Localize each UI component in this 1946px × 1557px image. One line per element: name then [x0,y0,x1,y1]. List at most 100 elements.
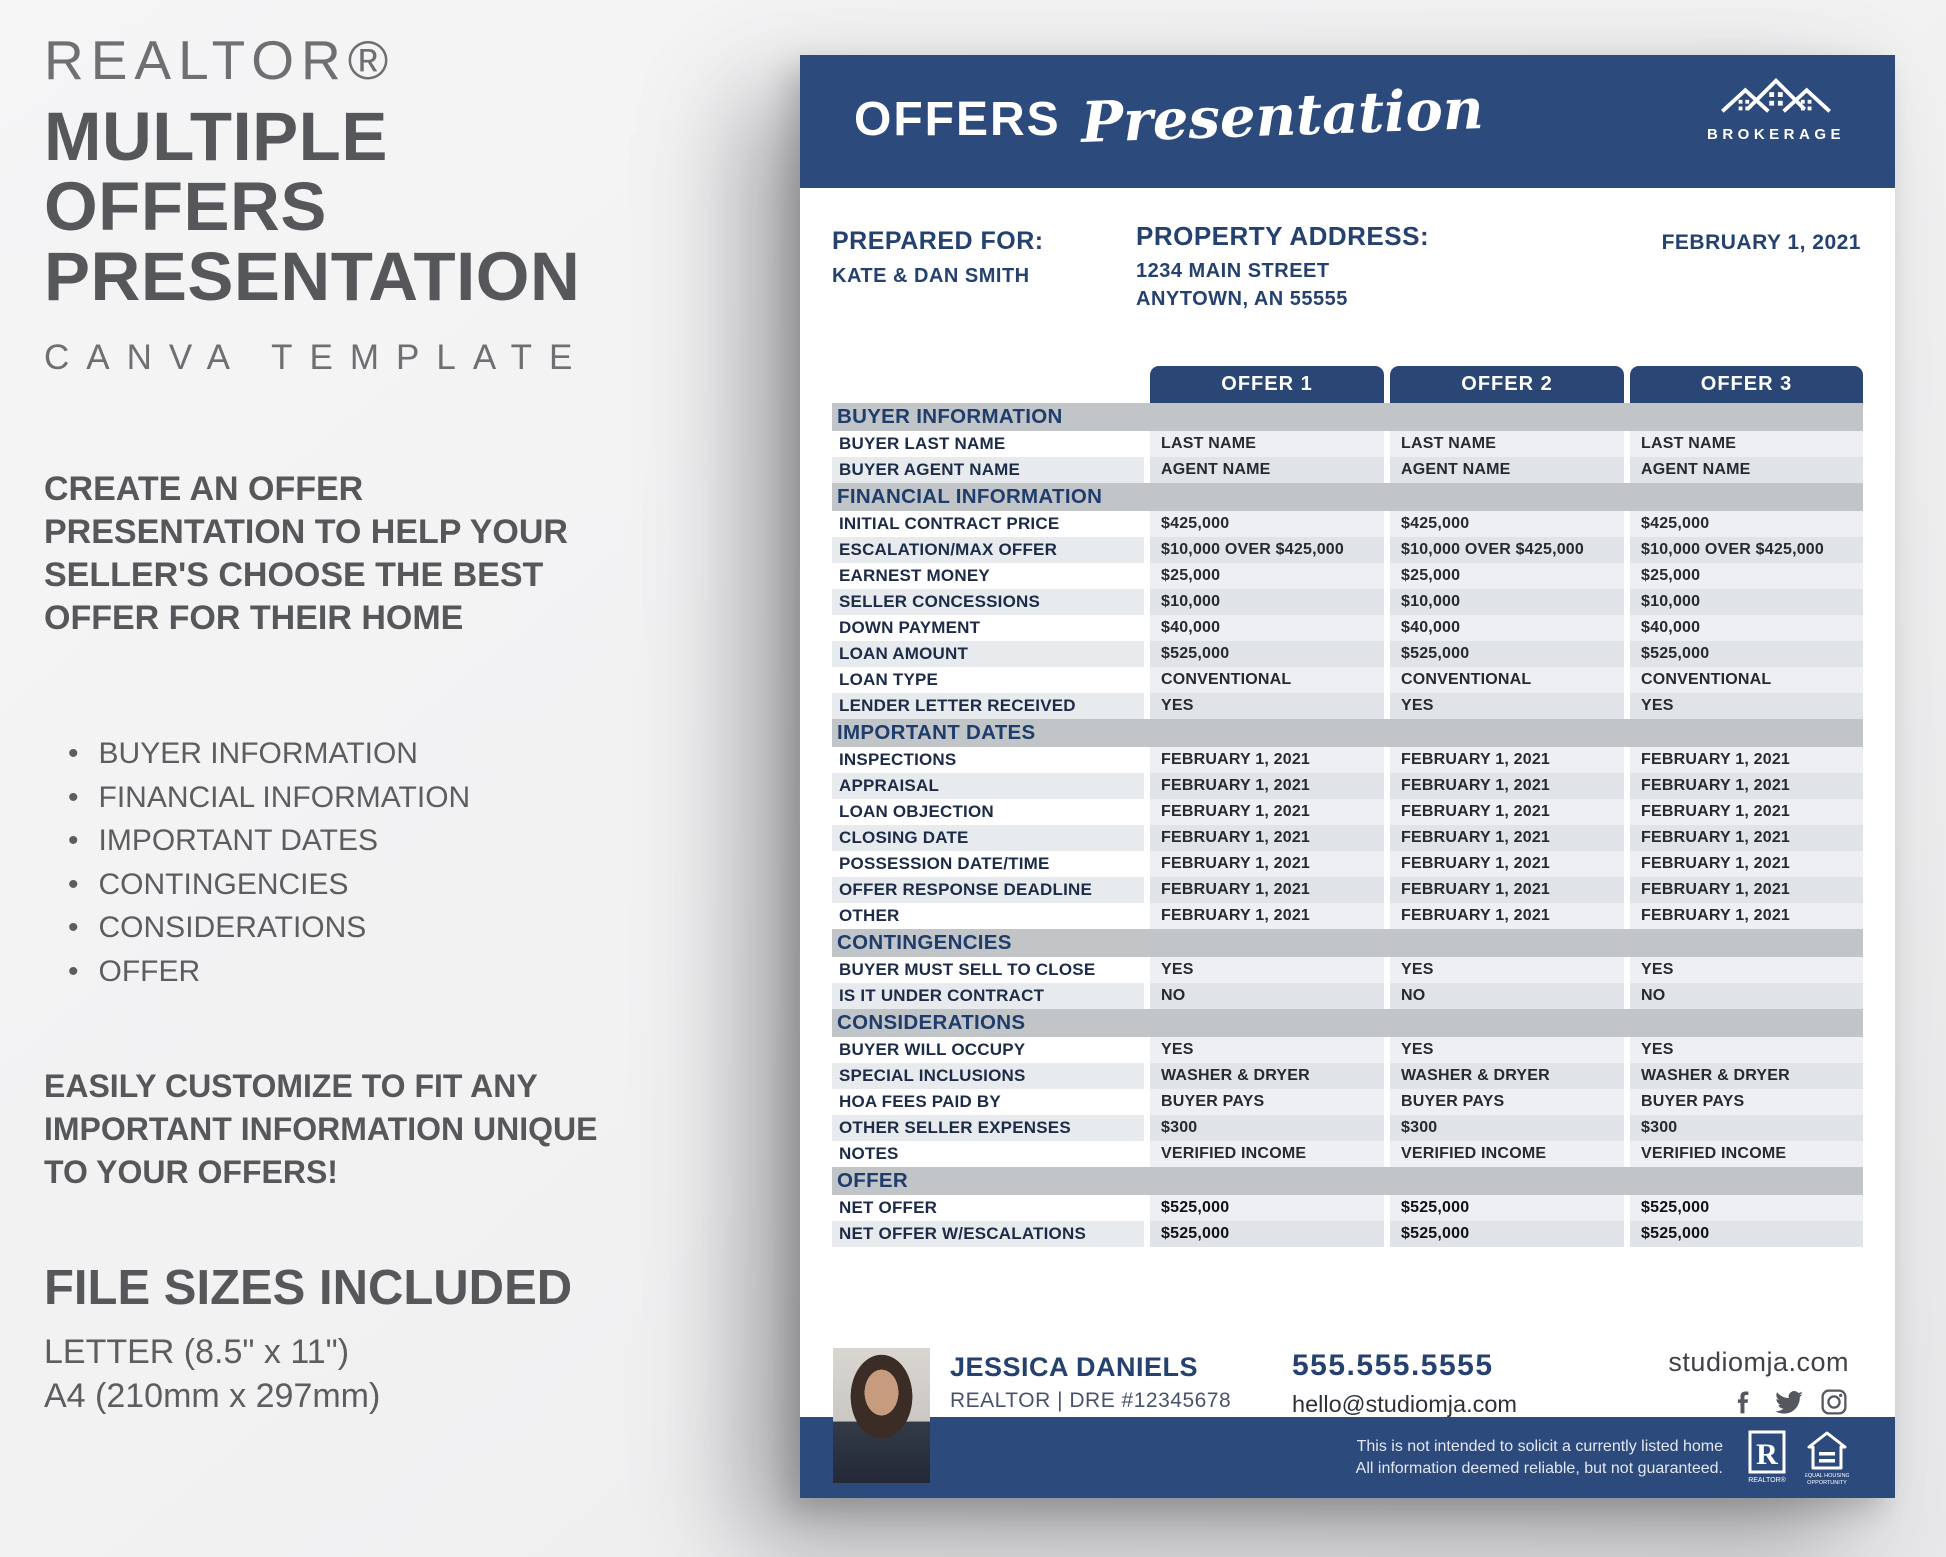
row-value: $300 [1390,1115,1624,1141]
row-value: $25,000 [1150,563,1384,589]
svg-text:EQUAL HOUSING: EQUAL HOUSING [1805,1473,1849,1479]
row-label: SPECIAL INCLUSIONS [832,1063,1144,1089]
customize-note-line: IMPORTANT INFORMATION UNIQUE [44,1111,598,1147]
offer-column-header: OFFER 3 [1630,366,1863,403]
row-value: YES [1390,957,1624,983]
row-value: $25,000 [1390,563,1624,589]
row-value: $525,000 [1150,641,1384,667]
social-icons-row [1729,1387,1849,1417]
row-value: FEBRUARY 1, 2021 [1390,747,1624,773]
row-value: YES [1390,693,1624,719]
description-line: SELLER'S CHOOSE THE BEST [44,556,544,594]
facebook-icon [1729,1387,1759,1417]
row-value: YES [1150,693,1384,719]
offer-tabs-row: OFFER 1 OFFER 2 OFFER 3 [832,366,1863,403]
row-value: FEBRUARY 1, 2021 [1390,825,1624,851]
row-value: $525,000 [1630,1221,1863,1247]
row-label: BUYER WILL OCCUPY [832,1037,1144,1063]
row-value: VERIFIED INCOME [1150,1141,1384,1167]
row-label: APPRAISAL [832,773,1144,799]
row-value: FEBRUARY 1, 2021 [1390,903,1624,929]
row-label: NOTES [832,1141,1144,1167]
table-row: NET OFFER $525,000 $525,000 $525,000 [832,1195,1863,1221]
table-section-header: FINANCIAL INFORMATION [832,483,1863,511]
row-label: IS IT UNDER CONTRACT [832,983,1144,1009]
row-value: FEBRUARY 1, 2021 [1630,877,1863,903]
feature-bullet-item: CONTINGENCIES [44,863,684,907]
customize-note: EASILY CUSTOMIZE TO FIT ANY IMPORTANT INF… [44,1065,684,1194]
row-label: BUYER LAST NAME [832,431,1144,457]
customize-note-line: TO YOUR OFFERS! [44,1154,338,1190]
table-row: BUYER AGENT NAME AGENT NAME AGENT NAME AGEN… [832,457,1863,483]
main-title-line: MULTIPLE [44,98,388,175]
row-label: LOAN TYPE [832,667,1144,693]
prepared-for-label: PREPARED FOR: [832,227,1044,255]
feature-bullet-item: BUYER INFORMATION [44,732,684,776]
row-label: OFFER RESPONSE DEADLINE [832,877,1144,903]
document-page: OFFERS Presentation BROKERAGE [800,55,1895,1498]
row-value: FEBRUARY 1, 2021 [1150,851,1384,877]
table-row: NOTES VERIFIED INCOME VERIFIED INCOME VERIF… [832,1141,1863,1167]
footer-disclaimer-band: This is not intended to solicit a curren… [800,1417,1895,1498]
row-value: YES [1630,957,1863,983]
row-value: AGENT NAME [1150,457,1384,483]
feature-bullet-list: BUYER INFORMATIONFINANCIAL INFORMATIONIM… [44,732,684,993]
row-value: $425,000 [1630,511,1863,537]
offer-column-header: OFFER 2 [1390,366,1624,403]
row-value: YES [1390,1037,1624,1063]
row-value: NO [1390,983,1624,1009]
row-value: CONVENTIONAL [1150,667,1384,693]
row-label: DOWN PAYMENT [832,615,1144,641]
table-row: NET OFFER W/ESCALATIONS $525,000 $525,000 $… [832,1221,1863,1247]
row-label: NET OFFER W/ESCALATIONS [832,1221,1144,1247]
row-label: POSSESSION DATE/TIME [832,851,1144,877]
instagram-icon [1819,1387,1849,1417]
row-value: $300 [1150,1115,1384,1141]
row-label: EARNEST MONEY [832,563,1144,589]
table-row: OFFER RESPONSE DEADLINE FEBRUARY 1, 2021 F… [832,877,1863,903]
row-value: FEBRUARY 1, 2021 [1390,851,1624,877]
file-sizes-list: LETTER (8.5" x 11") A4 (210mm x 297mm) [44,1330,684,1418]
row-value: YES [1150,957,1384,983]
description-line: CREATE AN OFFER [44,470,364,508]
tab-row-spacer [832,366,1144,403]
subtitle-text: CANVA TEMPLATE [44,338,590,377]
row-value: BUYER PAYS [1150,1089,1384,1115]
table-section-header: BUYER INFORMATION [832,403,1863,431]
row-value: NO [1630,983,1863,1009]
row-value: $525,000 [1390,641,1624,667]
table-row: OTHER SELLER EXPENSES $300 $300 $300 [832,1115,1863,1141]
table-row: BUYER WILL OCCUPY YES YES YES [832,1037,1863,1063]
agent-headshot-photo [833,1348,930,1483]
table-row: EARNEST MONEY $25,000 $25,000 $25,000 [832,563,1863,589]
main-title-line: PRESENTATION [44,238,581,315]
table-row: POSSESSION DATE/TIME FEBRUARY 1, 2021 FEBR… [832,851,1863,877]
table-row: ESCALATION/MAX OFFER $10,000 OVER $425,00… [832,537,1863,563]
file-size-line: A4 (210mm x 297mm) [44,1377,381,1415]
offer-column-header: OFFER 1 [1150,366,1384,403]
disclaimer-text: This is not intended to solicit a curren… [1356,1436,1723,1480]
feature-bullet-item: IMPORTANT DATES [44,819,684,863]
row-value: FEBRUARY 1, 2021 [1630,799,1863,825]
offers-table: OFFER 1 OFFER 2 OFFER 3 BUYER INFORMATION B… [832,366,1863,1247]
document-title-main: OFFERS [854,93,1061,146]
description-line: PRESENTATION TO HELP YOUR [44,513,568,551]
row-label: INSPECTIONS [832,747,1144,773]
svg-text:OPPORTUNITY: OPPORTUNITY [1807,1480,1847,1486]
row-value: FEBRUARY 1, 2021 [1150,773,1384,799]
description-line: OFFER FOR THEIR HOME [44,599,464,637]
row-value: AGENT NAME [1630,457,1863,483]
file-size-line: LETTER (8.5" x 11") [44,1333,350,1371]
prepared-for-value: KATE & DAN SMITH [832,265,1030,287]
row-value: NO [1150,983,1384,1009]
row-value: FEBRUARY 1, 2021 [1390,799,1624,825]
row-value: WASHER & DRYER [1630,1063,1863,1089]
row-value: FEBRUARY 1, 2021 [1630,825,1863,851]
row-value: FEBRUARY 1, 2021 [1150,799,1384,825]
row-value: VERIFIED INCOME [1630,1141,1863,1167]
row-value: YES [1150,1037,1384,1063]
equal-housing-logo: EQUAL HOUSING OPPORTUNITY [1805,1431,1849,1486]
twitter-icon [1774,1387,1804,1417]
row-value: $40,000 [1150,615,1384,641]
table-row: INITIAL CONTRACT PRICE $425,000 $425,000 $4… [832,511,1863,537]
